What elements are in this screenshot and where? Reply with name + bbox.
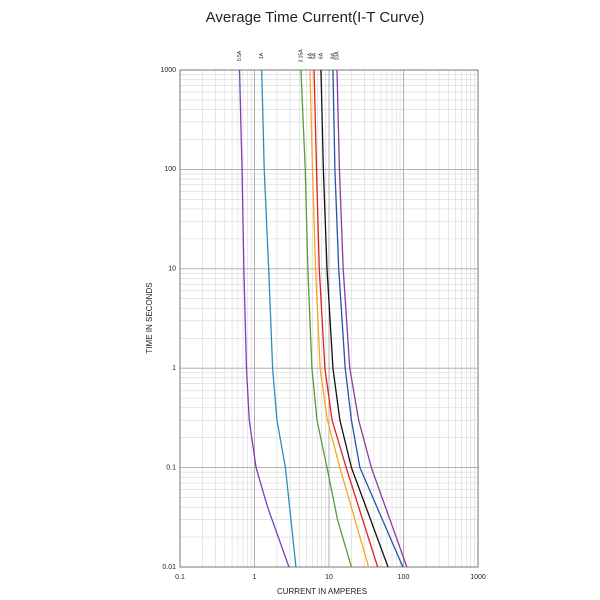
x-tick-label: 1	[253, 574, 257, 581]
series-line	[332, 69, 404, 568]
series-label: 6A	[318, 52, 324, 59]
y-tick-label: 1	[172, 365, 176, 372]
series-label: 10A	[334, 51, 340, 61]
series-line	[238, 69, 290, 568]
series-label: 5A	[311, 52, 317, 59]
series-line	[313, 69, 379, 568]
y-tick-label: 100	[164, 166, 176, 173]
series-line	[309, 69, 370, 568]
series-label: 1A	[259, 52, 265, 59]
series-line	[300, 69, 353, 568]
x-tick-label: 10	[325, 574, 333, 581]
x-tick-label: 0.1	[175, 574, 185, 581]
series-label: 8A	[330, 52, 336, 59]
series-label: 4A	[307, 52, 313, 59]
x-axis-label: CURRENT IN AMPERES	[277, 587, 367, 596]
series-label: 0.5A	[237, 50, 243, 61]
series-label: 3.15A	[298, 49, 304, 63]
y-tick-label: 0.1	[166, 464, 176, 471]
series-line	[320, 69, 389, 568]
x-tick-label: 100	[398, 574, 410, 581]
series-line	[336, 69, 408, 568]
y-tick-label: 0.01	[162, 564, 176, 571]
plot-frame	[179, 69, 479, 568]
y-tick-label: 10	[168, 266, 176, 273]
series-line	[261, 69, 297, 568]
y-tick-label: 1000	[160, 67, 176, 74]
y-axis-label: TIME IN SECONDS	[145, 282, 154, 353]
chart-title: Average Time Current(I-T Curve)	[206, 9, 425, 26]
x-tick-label: 1000	[470, 574, 486, 581]
